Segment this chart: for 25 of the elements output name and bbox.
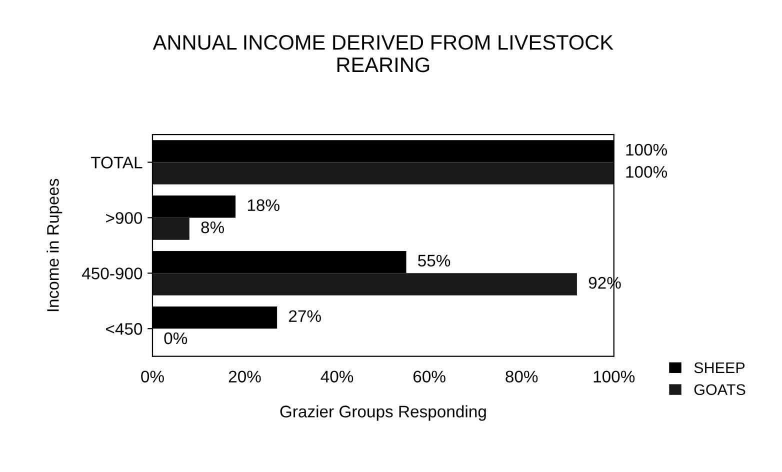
y-tick-label: <450 — [106, 323, 142, 335]
y-axis-title: Income in Rupees — [46, 178, 62, 312]
x-axis-title: Grazier Groups Responding — [280, 405, 486, 421]
chart-title: ANNUAL INCOME DERIVED FROM LIVESTOCK REARING — [152, 35, 614, 72]
legend-label: SHEEP — [694, 362, 745, 374]
data-label: 100% — [626, 166, 668, 178]
x-tick-label: 20% — [228, 370, 261, 382]
data-label: 18% — [248, 199, 280, 212]
y-tick-label: >900 — [106, 212, 142, 224]
y-tick-label: TOTAL — [90, 156, 142, 168]
x-tick-label: 80% — [506, 370, 538, 382]
data-label: 27% — [289, 310, 321, 322]
data-label: 55% — [418, 254, 450, 267]
bar — [152, 162, 614, 184]
x-tick-label: 100% — [594, 370, 635, 382]
x-tick-label: 60% — [413, 370, 446, 382]
x-tick-label: 0% — [141, 370, 164, 382]
x-tick-label: 40% — [320, 370, 354, 382]
bar — [152, 273, 577, 296]
legend-label: GOATS — [694, 384, 746, 396]
bar — [152, 218, 190, 240]
data-label: 100% — [626, 144, 668, 156]
data-label: 8% — [201, 221, 224, 234]
y-tick-label: 450-900 — [82, 268, 142, 280]
data-label: 0% — [164, 332, 188, 344]
